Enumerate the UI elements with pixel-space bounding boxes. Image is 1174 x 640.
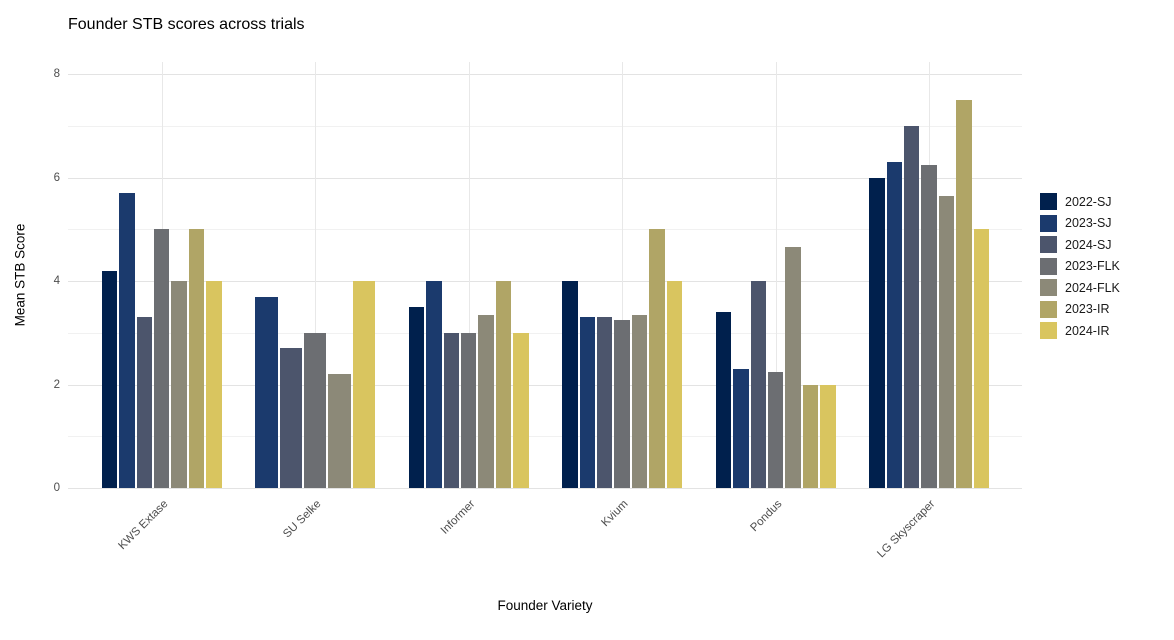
bar-group — [869, 99, 990, 488]
bar-group — [562, 229, 683, 488]
bar-2024-ir — [666, 281, 683, 488]
legend-label: 2024-SJ — [1065, 237, 1112, 252]
bar-2023-sj — [255, 296, 278, 488]
legend-label: 2023-FLK — [1065, 259, 1120, 273]
x-tick-label: Pondus — [748, 498, 785, 535]
bar-2024-flk — [171, 281, 187, 488]
legend-swatch — [1040, 193, 1057, 210]
legend-swatch — [1040, 214, 1057, 232]
bar-group — [715, 247, 836, 488]
bar-2023-flk — [153, 229, 170, 488]
bar-2023-flk — [460, 332, 477, 488]
bar-2022-sj — [562, 281, 578, 488]
bar-2024-sj — [279, 348, 302, 488]
minor-gridline — [68, 125, 1022, 127]
y-tick-label: 0 — [53, 482, 60, 494]
bar-group — [255, 281, 376, 488]
bar-2022-sj — [869, 177, 885, 488]
bar-2024-ir — [352, 281, 376, 488]
major-gridline — [68, 488, 1022, 489]
legend-item: 2023-SJ — [1040, 214, 1120, 232]
legend-item: 2024-IR — [1040, 322, 1120, 339]
legend-item: 2023-IR — [1040, 300, 1120, 318]
bar-2023-ir — [649, 229, 665, 488]
bar-2023-sj — [733, 368, 749, 488]
legend-label: 2023-SJ — [1065, 216, 1112, 230]
legend-item: 2022-SJ — [1040, 193, 1120, 210]
legend-item: 2024-SJ — [1040, 236, 1120, 253]
vertical-gridline — [622, 62, 624, 488]
y-tick-label: 4 — [53, 275, 60, 287]
minor-gridline — [68, 436, 1022, 438]
legend-item: 2023-FLK — [1040, 257, 1120, 275]
x-tick-label: KWS Extase — [116, 498, 171, 553]
bar-2024-flk — [478, 314, 494, 488]
y-tick-label: 6 — [53, 171, 60, 184]
legend-swatch — [1040, 279, 1057, 296]
bar-2024-sj — [597, 317, 613, 488]
minor-gridline — [68, 229, 1022, 231]
x-tick-label: SU Selke — [281, 498, 324, 541]
bar-group — [101, 193, 222, 488]
bar-2024-ir — [820, 384, 836, 488]
bar-2024-sj — [136, 317, 152, 488]
minor-gridline — [68, 332, 1022, 334]
legend-swatch — [1040, 300, 1057, 318]
legend-label: 2024-FLK — [1065, 280, 1120, 295]
x-tick-label: LG Skyscraper — [875, 498, 938, 561]
legend-label: 2023-IR — [1065, 302, 1110, 316]
legend-swatch — [1040, 322, 1057, 339]
bar-2024-flk — [785, 247, 801, 488]
bar-2023-ir — [188, 229, 205, 488]
chart-title: Founder STB scores across trials — [68, 16, 305, 33]
y-tick-label: 8 — [53, 68, 60, 80]
vertical-gridline — [315, 62, 317, 488]
vertical-gridline — [775, 62, 777, 488]
bar-2023-ir — [956, 99, 972, 488]
bar-2024-sj — [904, 125, 920, 488]
y-axis-title: Mean STB Score — [12, 223, 28, 327]
legend: 2022-SJ 2023-SJ 2024-SJ 2023-FLK 2024-FLK 202… — [1040, 193, 1120, 344]
vertical-gridline — [468, 62, 470, 488]
bar-2022-sj — [408, 306, 425, 488]
bar-2022-sj — [715, 312, 732, 488]
bar-2024-ir — [513, 332, 529, 488]
x-axis-title: Founder Variety — [497, 598, 593, 613]
legend-item: 2024-FLK — [1040, 279, 1120, 296]
major-gridline — [68, 384, 1022, 386]
major-gridline — [68, 177, 1022, 179]
major-gridline — [68, 74, 1022, 75]
bar-2024-flk — [938, 195, 955, 488]
legend-label: 2024-IR — [1065, 323, 1110, 338]
y-axis-tick-labels: 0 2 4 6 8 — [30, 62, 60, 494]
bar-group — [408, 281, 529, 488]
bar-2024-ir — [206, 281, 222, 488]
bar-2023-sj — [119, 193, 135, 488]
major-gridline — [68, 281, 1022, 282]
bar-2023-sj — [426, 281, 442, 488]
bar-2023-ir — [495, 281, 512, 488]
legend-label: 2022-SJ — [1065, 194, 1112, 209]
bar-2024-flk — [328, 374, 351, 488]
bar-2023-ir — [802, 384, 819, 488]
bar-2024-flk — [631, 314, 648, 488]
legend-swatch — [1040, 257, 1057, 275]
bar-2023-sj — [579, 317, 596, 488]
bar-2023-flk — [614, 319, 630, 488]
bar-2024-sj — [443, 332, 459, 488]
plot-panel — [68, 62, 1022, 489]
bar-2023-sj — [886, 161, 903, 488]
x-tick-label: Kvium — [599, 498, 631, 530]
x-tick-label: Informer — [438, 498, 478, 537]
bar-2023-flk — [303, 332, 327, 488]
bar-2024-ir — [973, 229, 990, 488]
y-tick-label: 2 — [53, 378, 60, 391]
bar-2024-sj — [750, 281, 766, 488]
legend-swatch — [1040, 236, 1057, 253]
bar-2023-flk — [767, 371, 784, 488]
bar-2022-sj — [101, 270, 118, 488]
bar-2023-flk — [921, 164, 937, 488]
